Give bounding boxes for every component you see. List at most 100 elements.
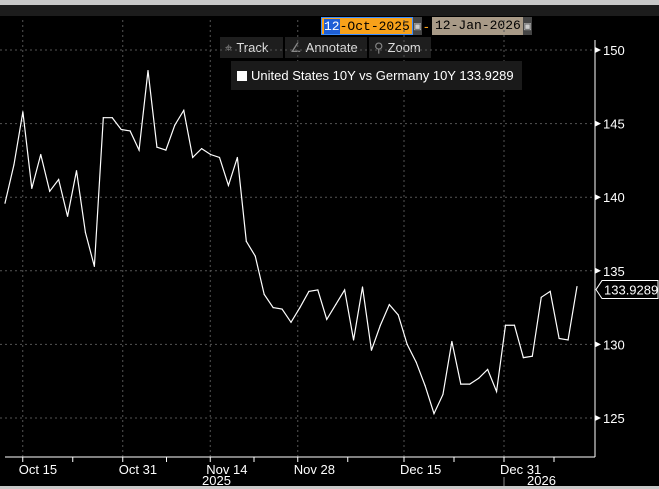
y-tick-label: 150 — [603, 43, 625, 58]
data-point — [361, 286, 364, 288]
data-point — [236, 156, 238, 159]
data-point — [120, 128, 122, 131]
x-tick-label: Nov 28 — [294, 462, 335, 477]
y-tick-label: 135 — [603, 264, 625, 279]
data-point — [370, 349, 373, 351]
data-point — [344, 289, 346, 291]
calendar-icon[interactable]: ▣ — [413, 17, 422, 35]
data-point — [388, 304, 390, 306]
data-point — [531, 355, 533, 357]
data-point — [406, 343, 408, 345]
data-point — [111, 117, 113, 119]
data-point — [84, 231, 87, 234]
legend-swatch — [237, 71, 247, 81]
y-tick-label: 145 — [603, 117, 625, 132]
calendar-icon[interactable]: ▣ — [523, 17, 532, 35]
data-point — [102, 117, 104, 119]
data-point — [451, 340, 453, 343]
last-value-box — [595, 280, 659, 300]
data-point — [290, 321, 292, 323]
year-label: 2025 — [202, 473, 231, 488]
crosshair-icon: ⌖ — [225, 40, 233, 55]
data-point — [379, 324, 381, 326]
data-point — [156, 146, 158, 148]
track-button[interactable]: ⌖ Track — [220, 37, 283, 58]
data-point — [147, 70, 149, 72]
header-strip — [0, 5, 659, 16]
end-date-input[interactable]: 12-Jan-2026 — [432, 17, 523, 35]
data-point — [272, 307, 274, 309]
data-point — [433, 412, 435, 415]
y-tick-label: 130 — [603, 337, 625, 352]
data-point — [281, 308, 283, 310]
legend: United States 10Y vs Germany 10Y 133.928… — [231, 61, 522, 90]
data-point — [335, 304, 337, 306]
data-point — [201, 148, 203, 150]
date-separator: - — [424, 18, 429, 34]
x-tick-label: Dec 15 — [400, 462, 441, 477]
pencil-icon: ∠ — [290, 40, 302, 55]
data-point — [75, 170, 78, 172]
window-bottom-bar — [0, 486, 659, 489]
year-label: 2026 — [527, 473, 556, 488]
annotate-button[interactable]: ∠ Annotate — [285, 37, 367, 58]
y-tick — [595, 267, 601, 274]
start-date-text: -Oct-2025 — [339, 19, 410, 34]
data-point — [567, 339, 569, 341]
data-point — [352, 339, 355, 341]
data-point — [263, 293, 265, 295]
start-date-input[interactable]: 12-Oct-2025 — [321, 17, 413, 35]
data-point — [504, 324, 507, 326]
data-point — [66, 215, 69, 217]
data-point — [415, 361, 417, 363]
data-point — [165, 149, 167, 151]
data-point — [558, 337, 560, 340]
data-point — [4, 202, 6, 204]
data-point — [49, 190, 51, 192]
data-point — [495, 390, 498, 393]
data-point — [183, 109, 185, 111]
x-tick-label: Nov 14 — [206, 462, 247, 477]
data-point — [245, 240, 247, 242]
series-line — [4, 70, 578, 416]
data-point — [487, 368, 489, 371]
data-point — [576, 285, 578, 288]
data-point — [460, 383, 462, 385]
zoom-button[interactable]: ⚲ Zoom — [369, 37, 431, 58]
data-point — [218, 156, 221, 159]
last-value-label: 133.9289 — [604, 283, 658, 298]
magnifier-icon: ⚲ — [374, 40, 384, 55]
x-tick-label: Oct 31 — [119, 462, 157, 477]
data-point — [93, 265, 95, 267]
data-point — [174, 124, 176, 126]
data-point — [513, 324, 516, 326]
data-point — [227, 184, 230, 187]
data-point — [209, 153, 212, 156]
legend-value: 133.9289 — [459, 68, 514, 83]
start-date-selected-text: 12 — [324, 19, 340, 34]
track-label: Track — [236, 40, 269, 55]
data-point — [308, 290, 310, 293]
annotate-label: Annotate — [305, 40, 358, 55]
data-point — [469, 383, 471, 385]
data-point — [522, 357, 524, 359]
y-tick-label: 140 — [603, 190, 625, 205]
x-tick-label: Dec 31 — [500, 462, 541, 477]
data-point — [13, 164, 15, 166]
zoom-label: Zoom — [387, 40, 421, 55]
data-point — [397, 314, 399, 316]
data-point — [299, 307, 301, 309]
data-point — [442, 393, 444, 396]
legend-label: United States 10Y vs Germany 10Y — [251, 68, 456, 83]
data-point — [254, 255, 256, 257]
data-point — [540, 296, 542, 298]
y-tick — [595, 341, 601, 348]
y-tick-label: 125 — [603, 411, 625, 426]
data-point — [58, 178, 60, 181]
y-tick — [595, 194, 601, 201]
data-point — [549, 290, 551, 293]
data-point — [138, 149, 140, 151]
data-point — [478, 377, 480, 379]
data-point — [317, 289, 319, 291]
